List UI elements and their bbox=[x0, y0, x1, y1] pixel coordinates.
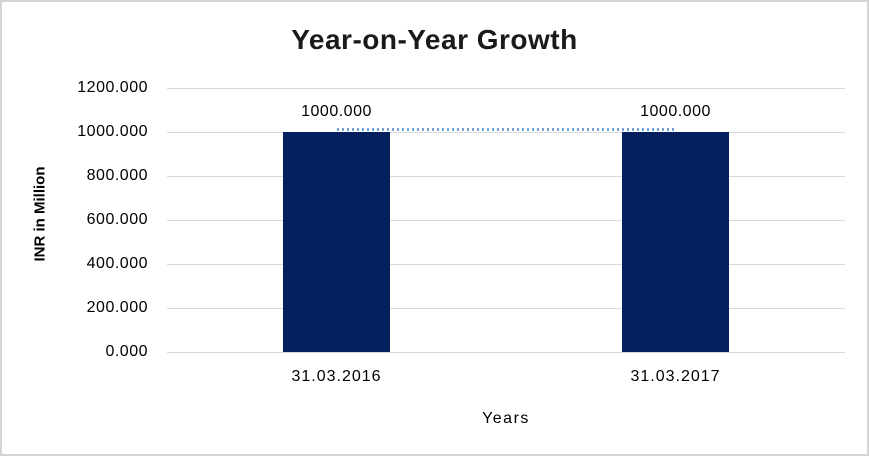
y-tick-label: 200.000 bbox=[86, 299, 148, 316]
category-label: 31.03.2017 bbox=[630, 368, 721, 385]
bar bbox=[283, 132, 390, 352]
gridline bbox=[167, 263, 845, 265]
connector-line bbox=[336, 128, 676, 131]
gridline bbox=[167, 131, 845, 133]
gridline bbox=[167, 351, 845, 353]
y-tick-label: 400.000 bbox=[86, 255, 148, 272]
y-tick-label: 800.000 bbox=[86, 167, 148, 184]
gridline bbox=[167, 87, 845, 89]
y-tick-label: 0.000 bbox=[105, 343, 148, 360]
bar-data-label: 1000.000 bbox=[640, 103, 711, 120]
gridline bbox=[167, 175, 845, 177]
chart-title: Year-on-Year Growth bbox=[291, 24, 578, 55]
category-label: 31.03.2016 bbox=[291, 368, 382, 385]
y-tick-label: 600.000 bbox=[86, 211, 148, 228]
y-tick-label: 1200.000 bbox=[77, 79, 148, 96]
gridline bbox=[167, 307, 845, 309]
gridline bbox=[167, 219, 845, 221]
y-tick-label: 1000.000 bbox=[77, 123, 148, 140]
bar-data-label: 1000.000 bbox=[301, 103, 372, 120]
bar bbox=[622, 132, 729, 352]
x-axis-title: Years bbox=[482, 410, 530, 427]
